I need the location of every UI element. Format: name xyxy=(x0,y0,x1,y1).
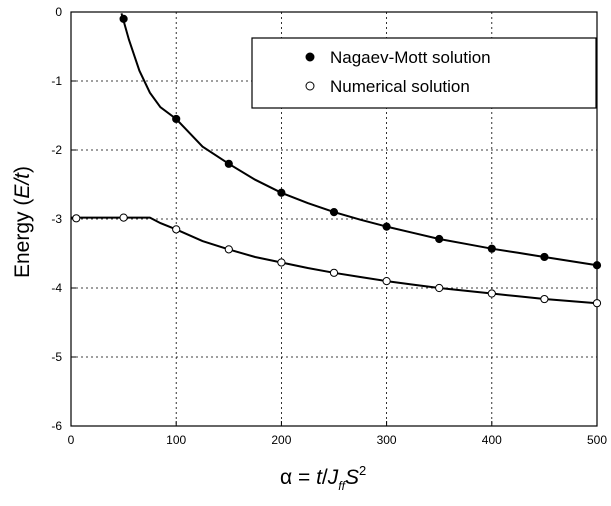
x-tick-label-500: 500 xyxy=(587,433,607,447)
x-tick-label-100: 100 xyxy=(166,433,186,447)
y-tick-label--5: -5 xyxy=(51,350,62,364)
ticks: 0 100 200 300 400 500 0 -1 -2 -3 -4 -5 -6 xyxy=(51,5,607,447)
x-axis-label-slash: / xyxy=(322,466,328,489)
y-tick-label--1: -1 xyxy=(51,74,62,88)
legend-label-nagaev-mott: Nagaev-Mott solution xyxy=(330,48,491,67)
data-point-0-9 xyxy=(592,261,602,270)
y-tick-label-0: 0 xyxy=(55,5,62,19)
data-point-1-6 xyxy=(382,277,391,286)
y-axis-label-variable: E/t xyxy=(11,172,34,199)
y-tick-label--2: -2 xyxy=(51,143,62,157)
series-line-0 xyxy=(120,13,598,267)
data-point-1-9 xyxy=(540,294,549,304)
data-point-0-4 xyxy=(329,208,339,217)
data-point-0-7 xyxy=(487,244,496,253)
x-axis-label-subscript: ff xyxy=(338,479,346,493)
legend: Nagaev-Mott solution Numerical solution xyxy=(251,37,597,109)
data-point-1-10 xyxy=(592,299,602,308)
y-tick-label--4: -4 xyxy=(51,281,62,295)
data-point-1-7 xyxy=(435,283,444,293)
grid xyxy=(71,12,597,426)
data-point-1-4 xyxy=(277,258,286,267)
x-axis-label-t: t xyxy=(316,466,323,489)
data-point-0-2 xyxy=(224,159,233,168)
data-point-0-1 xyxy=(172,114,181,124)
y-axis-label: Energy (E/t) xyxy=(11,166,34,278)
data-point-1-0 xyxy=(72,214,81,223)
legend-marker-numerical xyxy=(305,81,315,91)
data-point-0-8 xyxy=(540,252,549,262)
y-axis-label-prefix: Energy ( xyxy=(11,199,34,278)
x-axis-label: α = t/JffS2 xyxy=(280,463,366,493)
data-point-1-5 xyxy=(329,268,339,277)
x-axis-label-superscript: 2 xyxy=(359,463,366,478)
series xyxy=(71,13,602,308)
legend-box xyxy=(251,37,597,109)
x-tick-label-300: 300 xyxy=(377,433,397,447)
x-axis-label-prefix: α = xyxy=(280,466,316,489)
y-axis-label-suffix: ) xyxy=(11,166,34,173)
series-line-1 xyxy=(71,216,598,305)
y-tick-label--6: -6 xyxy=(51,419,62,433)
legend-label-numerical: Numerical solution xyxy=(330,77,470,96)
data-point-0-6 xyxy=(435,234,444,244)
data-point-0-3 xyxy=(277,188,286,197)
x-axis-label-j: J xyxy=(327,466,339,489)
data-point-1-3 xyxy=(224,245,233,254)
x-tick-label-0: 0 xyxy=(68,433,75,447)
data-point-0-5 xyxy=(382,222,391,231)
data-point-0-0 xyxy=(119,14,128,23)
data-point-1-2 xyxy=(172,225,181,234)
data-point-1-1 xyxy=(119,213,128,222)
y-tick-label--3: -3 xyxy=(51,212,62,226)
x-axis-label-s: S xyxy=(345,466,359,489)
data-point-1-8 xyxy=(487,289,496,298)
legend-marker-nagaev-mott xyxy=(305,52,315,62)
x-tick-label-400: 400 xyxy=(482,433,502,447)
x-tick-label-200: 200 xyxy=(271,433,291,447)
